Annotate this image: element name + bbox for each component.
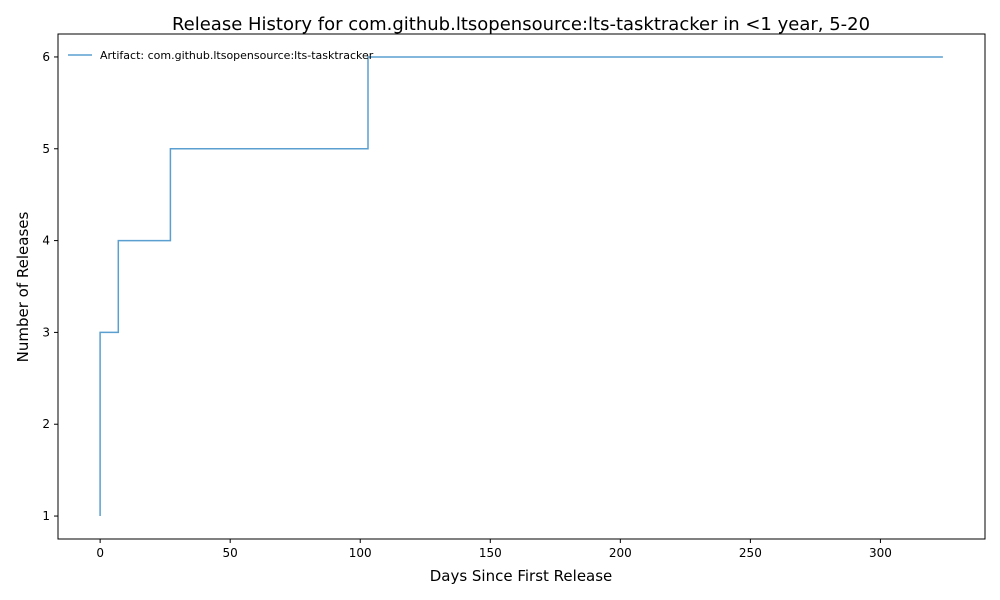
x-tick-label: 300: [869, 546, 892, 560]
plot-area: [57, 33, 986, 540]
x-axis-ticks: 0 50 100 150 200 250 300: [96, 539, 892, 560]
chart-title: Release History for com.github.ltsopenso…: [172, 14, 870, 35]
x-tick-label: 250: [739, 546, 762, 560]
series-line: [99, 56, 943, 516]
x-tick-label: 150: [479, 546, 502, 560]
y-axis-label: Number of Releases: [14, 211, 32, 362]
plot-frame: [57, 33, 986, 540]
y-axis-ticks: 1 2 3 4 5 6: [42, 50, 58, 523]
x-tick-label: 0: [96, 546, 104, 560]
y-tick-label: 2: [42, 417, 50, 431]
x-tick-label: 50: [223, 546, 238, 560]
y-tick-label: 5: [42, 142, 50, 156]
y-tick-label: 6: [42, 50, 50, 64]
x-axis-label: Days Since First Release: [430, 567, 613, 585]
x-tick-label: 100: [349, 546, 372, 560]
legend-label: Artifact: com.github.ltsopensource:lts-t…: [100, 49, 374, 62]
legend: Artifact: com.github.ltsopensource:lts-t…: [68, 49, 374, 62]
y-tick-label: 4: [42, 234, 50, 248]
x-tick-label: 200: [609, 546, 632, 560]
y-tick-label: 1: [42, 509, 50, 523]
y-tick-label: 3: [42, 325, 50, 339]
